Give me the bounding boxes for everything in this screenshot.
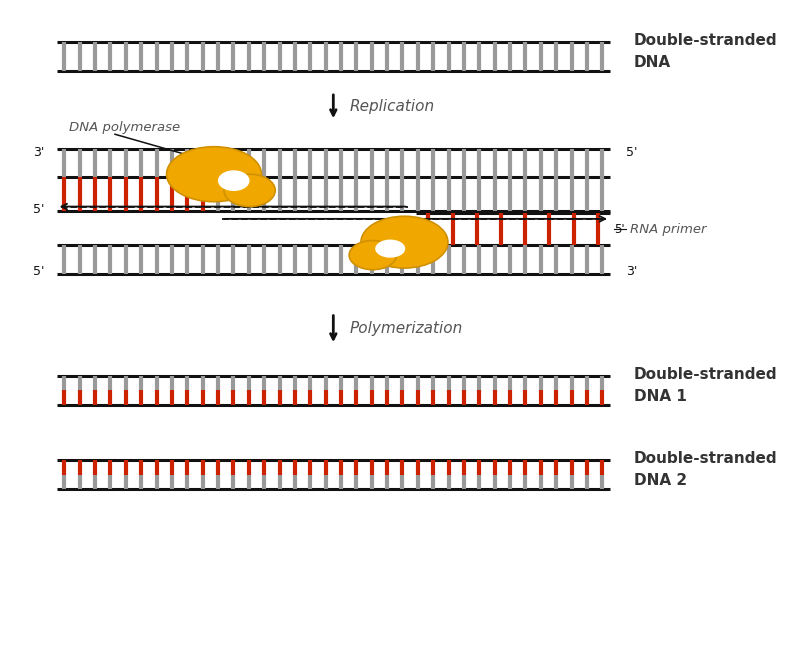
Ellipse shape	[218, 170, 250, 191]
Ellipse shape	[224, 174, 275, 207]
Text: RNA primer: RNA primer	[629, 223, 706, 236]
Ellipse shape	[166, 147, 261, 202]
Text: 3': 3'	[33, 146, 45, 159]
Text: DNA polymerase: DNA polymerase	[69, 121, 180, 134]
Text: Double-stranded
DNA 2: Double-stranded DNA 2	[633, 450, 777, 488]
Text: 5': 5'	[626, 146, 637, 159]
Ellipse shape	[349, 240, 397, 270]
Text: Double-stranded
DNA: Double-stranded DNA	[633, 32, 777, 70]
Text: 5': 5'	[614, 223, 624, 236]
Text: Polymerization: Polymerization	[349, 321, 462, 337]
Ellipse shape	[375, 240, 406, 257]
Text: Replication: Replication	[349, 99, 434, 114]
Text: 5': 5'	[33, 265, 45, 278]
Text: Double-stranded
DNA 1: Double-stranded DNA 1	[633, 367, 777, 404]
Text: 5': 5'	[33, 203, 45, 216]
Ellipse shape	[361, 216, 448, 268]
Text: 3': 3'	[626, 265, 637, 278]
